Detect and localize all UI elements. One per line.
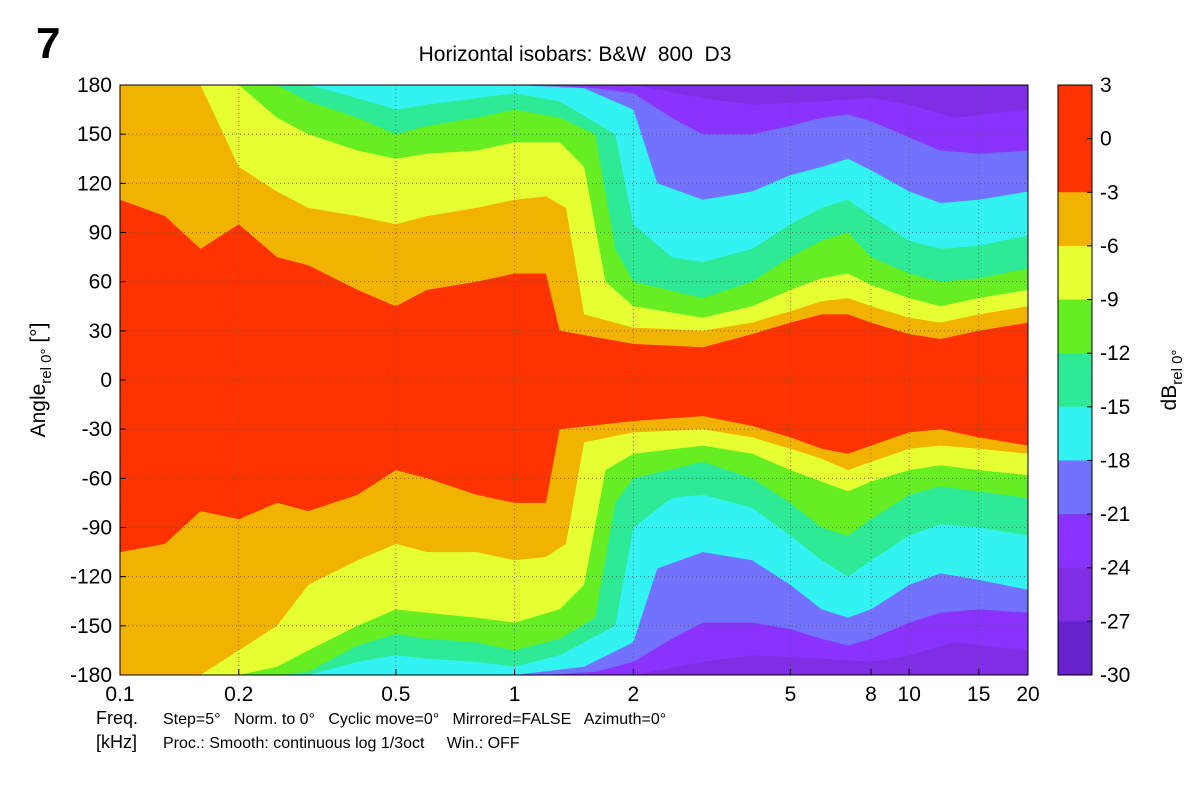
y-axis-label: Anglerel 0° [°] [27,323,55,438]
y-tick-label: 30 [89,320,112,343]
y-tick-label: 90 [89,222,112,245]
colorbar-band [1058,567,1092,622]
colorbar-band [1058,245,1092,301]
y-axis-ticks: 180 150 120 90 60 30 0 -30 -60 -90 -120 -150 -180 [70,74,126,687]
y-tick-label: -180 [70,664,112,687]
y-tick-label: -150 [70,615,112,638]
y-tick-label: 0 [100,369,112,392]
colorbar [1057,84,1093,676]
y-tick-label: -30 [82,418,112,441]
colorbar-label: dBrel 0° [1158,350,1186,411]
colorbar-band [1058,353,1092,408]
colorbar-tick-label: -21 [1100,503,1130,526]
colorbar-band [1058,85,1092,140]
x-tick-label: 10 [898,683,921,706]
colorbar-tick-label: -6 [1100,235,1119,258]
y-tick-label: 60 [89,271,112,294]
contour-bottom--27 [870,658,1028,675]
x-tick-label: 1 [509,683,521,706]
x-axis-ticks: 0.1 0.2 0.5 1 2 5 8 10 15 20 [105,669,1040,706]
figure-number: 7 [36,19,61,68]
colorbar-tick-label: -27 [1100,610,1130,633]
colorbar-ticks: 3 0 -3 -6 -9 -12 -15 -18 -21 -24 -27 -30 [1087,74,1131,687]
colorbar-band [1058,299,1092,354]
chart-title: Horizontal isobars: B&W 800 D3 [418,43,732,66]
colorbar-tick-label: -12 [1100,342,1130,365]
freq-label: Freq. [96,708,139,728]
colorbar-band [1058,621,1092,676]
x-tick-label: 8 [865,683,877,706]
x-tick-label: 0.2 [224,683,253,706]
x-tick-label: 0.5 [381,683,410,706]
colorbar-tick-label: -24 [1100,557,1131,580]
y-tick-label: 120 [77,172,112,195]
x-tick-label: 15 [967,683,990,706]
measurement-settings: Step=5° Norm. to 0° Cyclic move=0° Mirro… [163,711,667,728]
colorbar-band [1058,514,1092,569]
y-tick-label: -90 [82,517,112,540]
y-tick-label: 150 [77,123,112,146]
processing-settings: Proc.: Smooth: continuous log 1/3oct Win… [163,735,520,752]
colorbar-tick-label: -18 [1100,449,1130,472]
colorbar-tick-label: -30 [1100,664,1130,687]
colorbar-tick-label: -15 [1100,396,1130,419]
y-tick-label: -120 [70,566,112,589]
colorbar-band [1058,138,1092,193]
colorbar-border [1057,84,1093,676]
colorbar-band [1058,192,1092,247]
colorbar-tick-label: 0 [1100,128,1112,151]
y-tick-label: -60 [82,467,112,490]
x-tick-label: 5 [785,683,797,706]
colorbar-band [1058,406,1092,461]
freq-unit-label: [kHz] [96,732,138,752]
colorbar-tick-label: 3 [1100,74,1112,97]
x-tick-label: 20 [1016,683,1039,706]
x-tick-label: 2 [628,683,640,706]
colorbar-band [1058,460,1092,515]
isobar-contours [120,85,1028,675]
y-tick-label: 180 [77,74,112,97]
x-tick-label: 0.1 [105,683,134,706]
colorbar-tick-label: -9 [1100,289,1119,312]
colorbar-tick-label: -3 [1100,181,1119,204]
contour-top--27 [870,85,1028,102]
